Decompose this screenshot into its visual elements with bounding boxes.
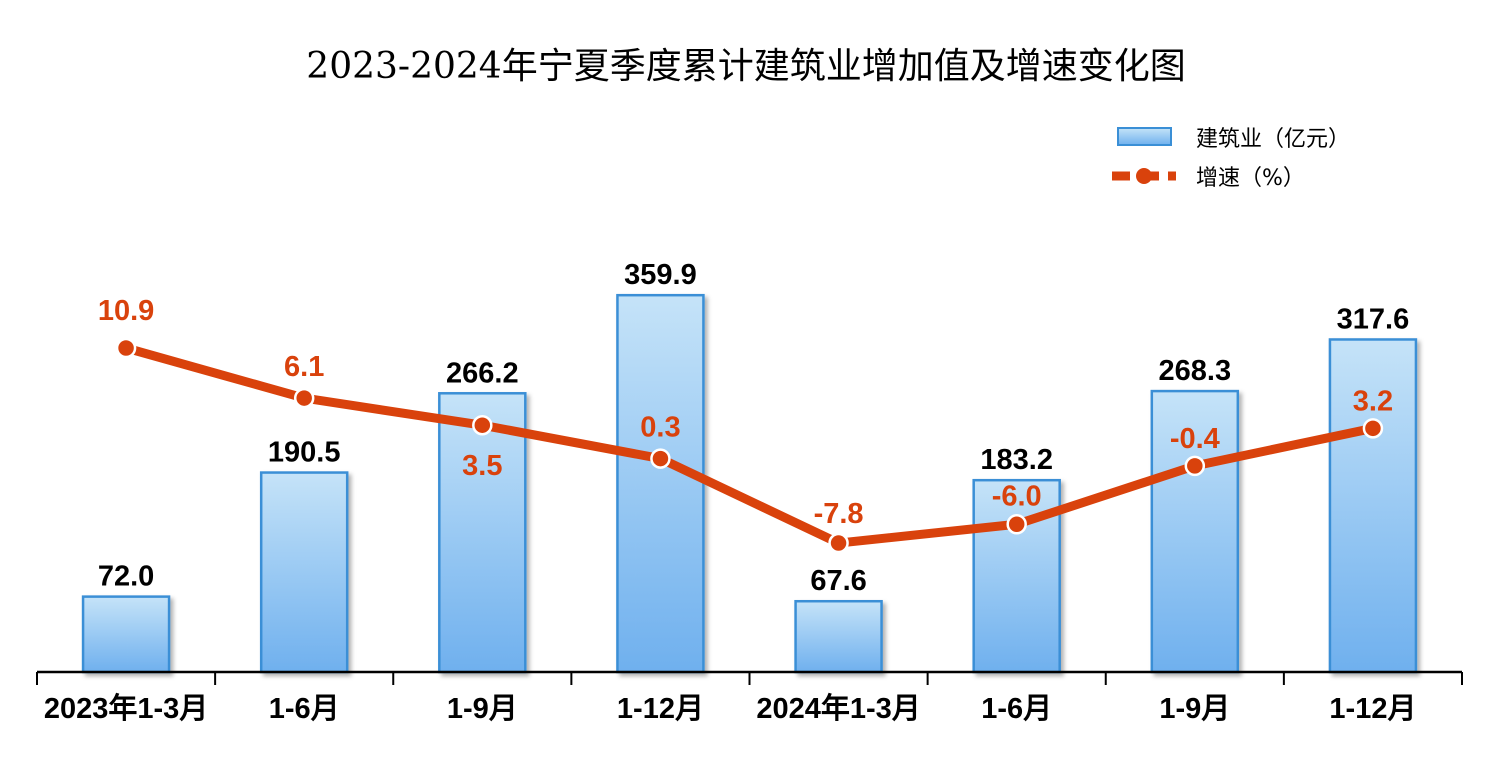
- chart-title: 2023-2024年宁夏季度累计建筑业增加值及增速变化图: [306, 46, 1185, 87]
- bar-value-label: 190.5: [268, 437, 341, 469]
- growth-point: [650, 448, 671, 469]
- x-tick-label: 1-6月: [981, 693, 1052, 725]
- legend: 建筑业（亿元） 增速（%）: [1112, 127, 1350, 191]
- growth-point: [1184, 455, 1206, 477]
- bar: [794, 599, 883, 674]
- growth-value-label: -0.4: [1170, 423, 1220, 455]
- legend-bar-swatch: [1117, 127, 1172, 146]
- bar-value-label: 359.9: [624, 259, 697, 291]
- growth-point: [472, 414, 493, 436]
- legend-line-marker: [1136, 168, 1152, 184]
- legend-bar-label: 建筑业（亿元）: [1196, 127, 1350, 152]
- bar: [438, 392, 527, 674]
- growth-point: [1362, 418, 1384, 439]
- bar-value-label: 266.2: [446, 357, 519, 389]
- growth-value-label: -7.8: [814, 498, 864, 530]
- growth-value-label: 10.9: [98, 295, 154, 327]
- bar: [81, 595, 171, 674]
- bar-value-label: 183.2: [980, 444, 1053, 476]
- growth-point: [1006, 514, 1027, 535]
- x-tick-label: 1-12月: [1329, 693, 1416, 725]
- x-tick-label: 1-12月: [617, 693, 704, 725]
- growth-point: [293, 387, 315, 409]
- x-tick-label: 2023年1-3月: [44, 691, 208, 725]
- x-tick-label: 1-9月: [1159, 693, 1230, 725]
- growth-value-label: 3.2: [1353, 385, 1393, 417]
- growth-value-label: 0.3: [640, 412, 680, 444]
- growth-line: [124, 343, 1374, 548]
- bar-value-label: 317.6: [1337, 303, 1410, 335]
- bar: [259, 471, 349, 674]
- bar: [616, 293, 705, 674]
- growth-point: [828, 532, 849, 554]
- x-tick-label: 2024年1-3月: [756, 691, 920, 725]
- legend-line-label: 增速（%）: [1196, 166, 1305, 191]
- x-tick-label: 1-9月: [447, 693, 518, 725]
- bar-value-label: 72.0: [98, 561, 154, 593]
- growth-value-label: -6.0: [992, 480, 1042, 512]
- x-tick-label: 1-6月: [269, 693, 340, 725]
- bar-value-label: 67.6: [810, 565, 866, 597]
- bar-value-label: 268.3: [1159, 355, 1232, 387]
- growth-value-label: 3.5: [462, 450, 502, 482]
- growth-point: [115, 337, 137, 359]
- growth-value-label: 6.1: [284, 351, 324, 383]
- bar: [1328, 338, 1418, 674]
